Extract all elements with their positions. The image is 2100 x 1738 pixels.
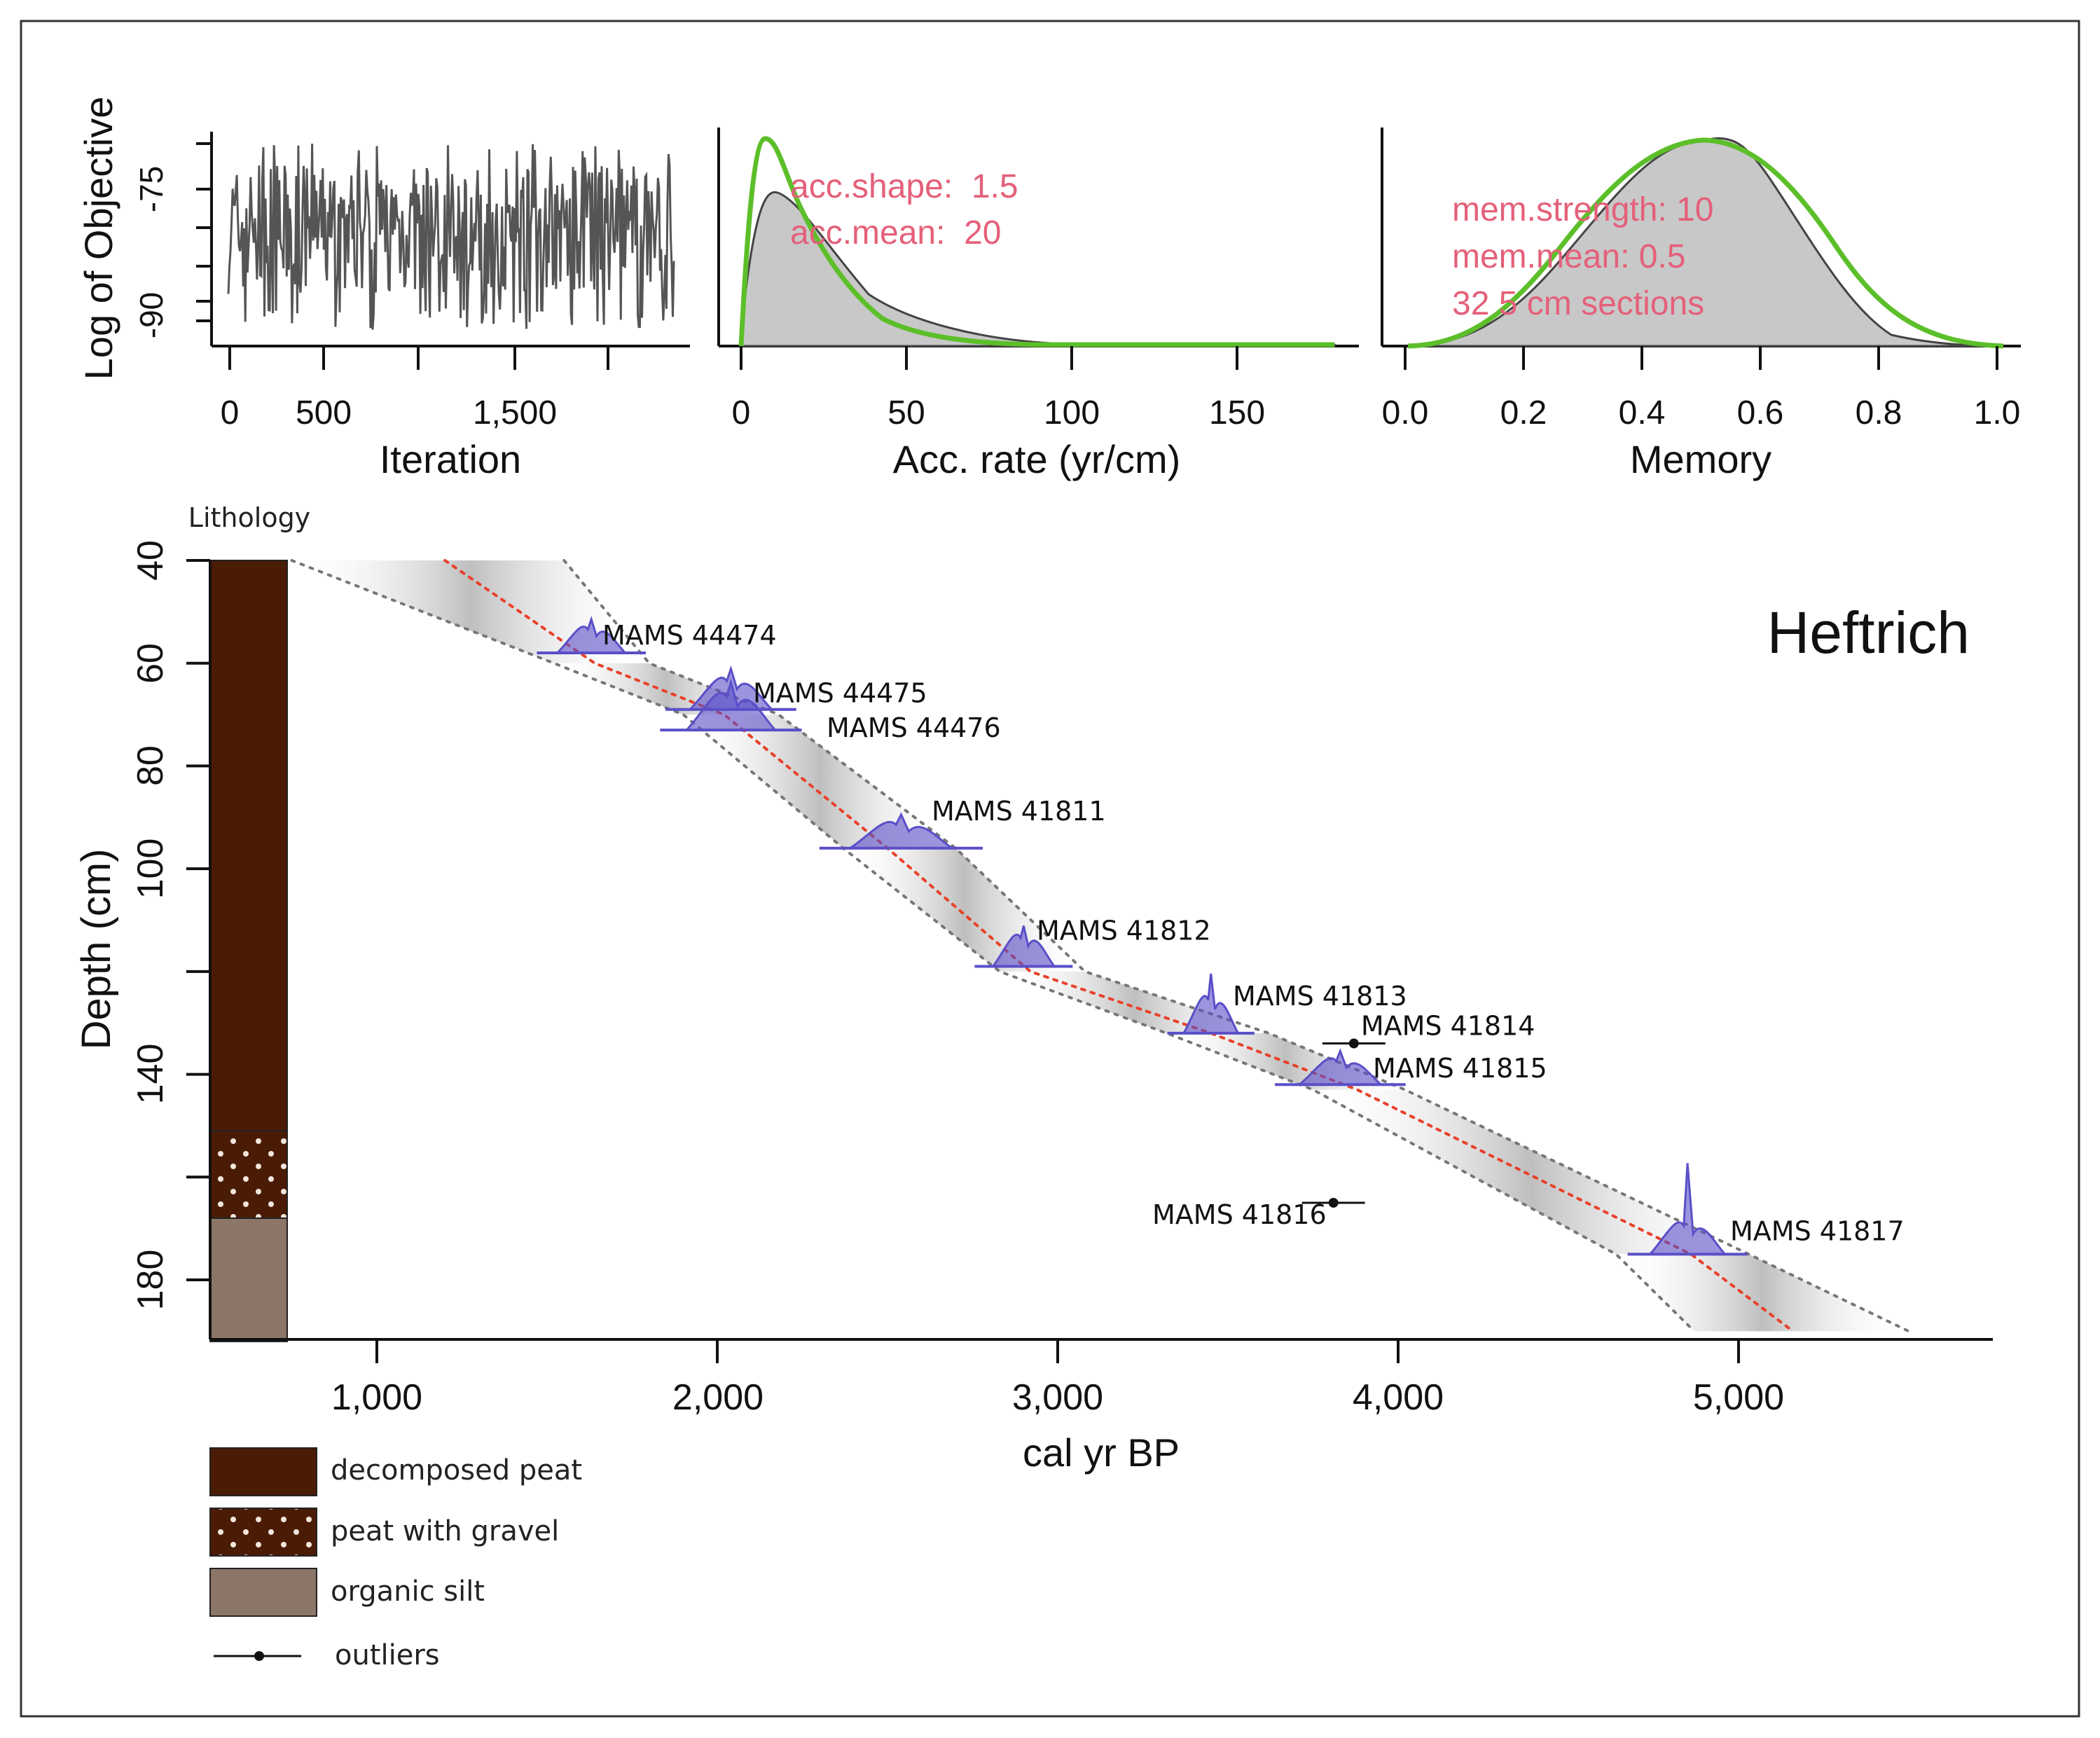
main-xtick-1000: 1,000 xyxy=(331,1377,422,1418)
envelope-segment xyxy=(843,848,1085,972)
memory-xtick-08: 0.8 xyxy=(1856,394,1902,432)
date-distribution xyxy=(684,678,778,731)
main-ytick-40: 40 xyxy=(130,540,171,581)
memory-xtick-06: 0.6 xyxy=(1737,394,1784,432)
lithology-layer xyxy=(209,1217,288,1343)
main-ylabel: Depth (cm) xyxy=(74,849,119,1050)
date-label: MAMS 44476 xyxy=(827,712,1001,743)
envelope-max-line xyxy=(562,559,1910,1333)
main-xtick-5000: 5,000 xyxy=(1693,1377,1784,1418)
iteration-xtick-500: 500 xyxy=(296,394,352,432)
lithology-layer xyxy=(209,560,288,1132)
outlier-label: MAMS 41814 xyxy=(1361,1011,1535,1042)
date-label: MAMS 44474 xyxy=(602,620,777,651)
date-label: MAMS 41812 xyxy=(1037,916,1211,946)
date-distribution xyxy=(1647,1163,1727,1255)
acc-prior-curve xyxy=(738,136,1334,347)
legend-swatch-decomposed-peat xyxy=(209,1447,317,1496)
legend-label-outliers: outliers xyxy=(335,1639,440,1671)
date-label: MAMS 44475 xyxy=(753,678,927,709)
envelope-min-line xyxy=(290,559,1696,1333)
acc-xtick-100: 100 xyxy=(1044,394,1100,432)
lithology-column xyxy=(209,560,288,1343)
envelope-segment xyxy=(1616,1254,1909,1332)
iteration-ytick-90: -90 xyxy=(133,292,170,338)
memory-xlabel: Memory xyxy=(1630,437,1771,481)
main-ytick-60: 60 xyxy=(130,643,171,684)
lithology-layer xyxy=(209,1130,288,1219)
iteration-xlabel: Iteration xyxy=(380,437,521,481)
age-model-envelope xyxy=(290,559,1910,1333)
main-ytick-100: 100 xyxy=(130,839,171,899)
date-label: MAMS 41811 xyxy=(932,796,1106,827)
memory-xtick-10: 1.0 xyxy=(1974,394,2021,432)
memory-posterior-area xyxy=(1407,137,2004,347)
envelope-segment xyxy=(1313,1089,1749,1255)
iteration-xtick-1500: 1,500 xyxy=(473,394,557,432)
date-distribution xyxy=(990,925,1057,968)
date-distribution xyxy=(846,812,956,850)
iteration-xtick-0: 0 xyxy=(221,394,240,432)
main-title: Heftrich xyxy=(1767,600,1970,665)
main-xtick-3000: 3,000 xyxy=(1012,1377,1103,1418)
legend-label-peat-with-gravel: peat with gravel xyxy=(331,1515,559,1547)
main-xtick-2000: 2,000 xyxy=(672,1377,764,1418)
memory-annotation-mean: mem.mean: 0.5 xyxy=(1452,238,1685,275)
date-distribution xyxy=(1182,973,1241,1035)
outlier-dot xyxy=(1348,1038,1359,1049)
acc-xtick-150: 150 xyxy=(1209,394,1265,432)
envelope-segment xyxy=(683,715,956,848)
acc-xlabel: Acc. rate (yr/cm) xyxy=(893,437,1181,481)
iteration-panel: -75 -90 Log of Objective 0 500 1,500 Ite… xyxy=(76,97,690,481)
iteration-trace-line xyxy=(227,144,675,330)
legend-label-organic-silt: organic silt xyxy=(331,1575,485,1608)
lithology-title: Lithology xyxy=(188,502,310,533)
date-label: MAMS 41817 xyxy=(1730,1215,1905,1246)
memory-prior-curve xyxy=(1407,137,2004,349)
memory-panel: 0.0 0.2 0.4 0.6 0.8 1.0 Memory mem.stren… xyxy=(1381,127,2021,481)
acc-annotation-shape: acc.shape: 1.5 xyxy=(790,168,1018,205)
legend: decomposed peat peat with gravel organic… xyxy=(209,1447,582,1671)
main-xtick-4000: 4,000 xyxy=(1353,1377,1444,1418)
figure-frame xyxy=(20,20,2080,1718)
iteration-ylabel: Log of Objective xyxy=(76,97,120,380)
legend-swatch-peat-with-gravel xyxy=(209,1508,317,1557)
date-distribution xyxy=(1296,1048,1384,1086)
main-ytick-80: 80 xyxy=(130,745,171,786)
date-label: MAMS 41815 xyxy=(1373,1053,1547,1084)
legend-label-decomposed-peat: decomposed peat xyxy=(331,1454,582,1487)
main-ytick-140: 140 xyxy=(130,1044,171,1105)
age-model-mean-line xyxy=(443,559,1795,1333)
acc-xtick-0: 0 xyxy=(732,394,751,432)
memory-xtick-02: 0.2 xyxy=(1500,394,1547,432)
acc-posterior-area xyxy=(740,191,1336,347)
outlier-dot xyxy=(1328,1197,1339,1208)
acc-annotation-mean: acc.mean: 20 xyxy=(790,214,1002,251)
acc-panel: 0 50 100 150 Acc. rate (yr/cm) acc.shape… xyxy=(717,127,1359,481)
main-ytick-180: 180 xyxy=(130,1250,171,1311)
memory-annotation-sections: 32 5 cm sections xyxy=(1452,285,1704,322)
main-xlabel: cal yr BP xyxy=(1023,1430,1180,1475)
acc-xtick-50: 50 xyxy=(887,394,925,432)
date-distribution xyxy=(554,616,628,654)
envelope-segment xyxy=(291,560,649,663)
outlier-label: MAMS 41816 xyxy=(1152,1199,1327,1230)
date-label: MAMS 41813 xyxy=(1233,981,1407,1012)
memory-xtick-04: 0.4 xyxy=(1619,394,1666,432)
legend-swatch-organic-silt xyxy=(209,1568,317,1617)
iteration-ytick-75: -75 xyxy=(133,166,170,212)
memory-xtick-0: 0.0 xyxy=(1382,394,1429,432)
memory-annotation-strength: mem.strength: 10 xyxy=(1452,191,1714,228)
legend-outlier-dot xyxy=(254,1651,264,1661)
